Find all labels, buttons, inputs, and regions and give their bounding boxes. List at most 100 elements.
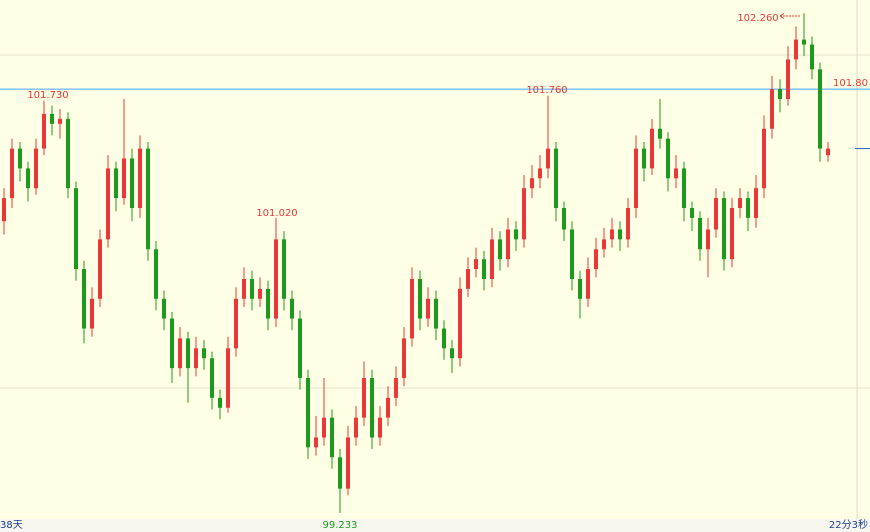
- candle-body: [794, 39, 798, 60]
- candle-body: [474, 259, 478, 270]
- candle-body: [690, 208, 694, 218]
- candle-body: [122, 158, 126, 199]
- candle-body: [586, 269, 590, 299]
- candle-body: [26, 168, 30, 189]
- candle-body: [50, 113, 54, 124]
- x-axis-strip: [0, 519, 870, 532]
- candle-body: [458, 288, 462, 359]
- candle-body: [34, 148, 38, 189]
- candle-body: [450, 348, 454, 359]
- candle-body: [314, 437, 318, 448]
- candle-body: [514, 229, 518, 240]
- candle-body: [138, 148, 142, 208]
- candle-body: [10, 148, 14, 199]
- candle-body: [306, 378, 310, 448]
- candle-body: [210, 358, 214, 398]
- candle-body: [650, 128, 654, 169]
- candle-body: [282, 239, 286, 299]
- candle-body: [154, 249, 158, 299]
- x-tick-label: 22分3秒: [829, 518, 868, 531]
- candle-body: [682, 168, 686, 208]
- candle-body: [346, 437, 350, 489]
- candle-body: [322, 417, 326, 438]
- candle-body: [18, 148, 22, 169]
- annotation-arrowhead: [779, 13, 785, 19]
- candle-body: [722, 198, 726, 260]
- candle-body: [378, 417, 382, 438]
- candle-body: [754, 188, 758, 218]
- candle-body: [482, 259, 486, 279]
- candle-body: [362, 378, 366, 418]
- candle-body: [778, 89, 782, 100]
- candle-body: [178, 338, 182, 369]
- candle-body: [298, 318, 302, 379]
- candle-body: [274, 239, 278, 319]
- candle-body: [530, 178, 534, 189]
- candle-body: [418, 278, 422, 319]
- price-line-label: 101.80: [833, 78, 868, 89]
- candle-body: [74, 188, 78, 270]
- candle-body: [98, 239, 102, 299]
- candle-body: [290, 298, 294, 319]
- candle-body: [618, 229, 622, 240]
- annotation: 101.020: [256, 208, 297, 219]
- candle-body: [466, 269, 470, 289]
- candle-body: [602, 239, 606, 250]
- candle-body: [250, 278, 254, 299]
- candle-body: [578, 278, 582, 299]
- candle-body: [490, 239, 494, 279]
- candle-body: [802, 39, 806, 45]
- candle-body: [66, 118, 70, 189]
- candle-body: [386, 397, 390, 418]
- candle-body: [370, 378, 374, 438]
- candle-body: [82, 269, 86, 329]
- candle-body: [130, 158, 134, 208]
- annotation: 99.233: [323, 520, 358, 531]
- candle-body: [746, 198, 750, 218]
- candle-body: [674, 168, 678, 179]
- candle-body: [394, 378, 398, 398]
- candle-body: [42, 113, 46, 149]
- candle-body: [226, 348, 230, 408]
- candle-body: [234, 298, 238, 349]
- candle-body: [634, 148, 638, 208]
- candle-body: [658, 128, 662, 139]
- candle-body: [202, 348, 206, 359]
- candle-body: [714, 198, 718, 230]
- candle-body: [818, 69, 822, 149]
- annotation: 101.760: [526, 85, 567, 96]
- candle-body: [330, 417, 334, 458]
- candle-body: [258, 288, 262, 299]
- annotation: 101.730: [27, 90, 68, 101]
- candle-body: [442, 328, 446, 349]
- candle-body: [594, 249, 598, 270]
- candle-body: [410, 278, 414, 339]
- annotation: 102.260: [737, 13, 778, 24]
- x-tick-label: 38天: [0, 520, 23, 531]
- candle-body: [642, 148, 646, 169]
- candle-body: [762, 128, 766, 189]
- candle-body: [706, 229, 710, 250]
- candle-body: [498, 239, 502, 260]
- candle-body: [770, 89, 774, 129]
- candle-body: [506, 229, 510, 260]
- candle-body: [730, 208, 734, 260]
- candle-body: [170, 318, 174, 369]
- candle-body: [554, 148, 558, 208]
- candle-body: [666, 138, 670, 179]
- candle-body: [218, 397, 222, 408]
- candle-body: [426, 298, 430, 319]
- candle-body: [570, 229, 574, 279]
- candle-body: [338, 457, 342, 489]
- candle-body: [738, 198, 742, 208]
- candle-body: [522, 188, 526, 240]
- candle-body: [810, 44, 814, 70]
- candle-body: [90, 298, 94, 329]
- candle-body: [562, 208, 566, 230]
- candle-body: [826, 148, 830, 156]
- candle-body: [58, 118, 62, 124]
- candle-body: [242, 278, 246, 299]
- candle-body: [194, 348, 198, 369]
